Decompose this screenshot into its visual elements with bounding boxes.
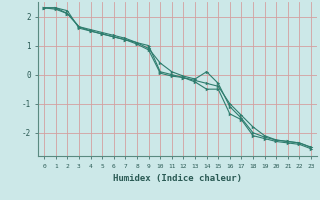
X-axis label: Humidex (Indice chaleur): Humidex (Indice chaleur): [113, 174, 242, 183]
